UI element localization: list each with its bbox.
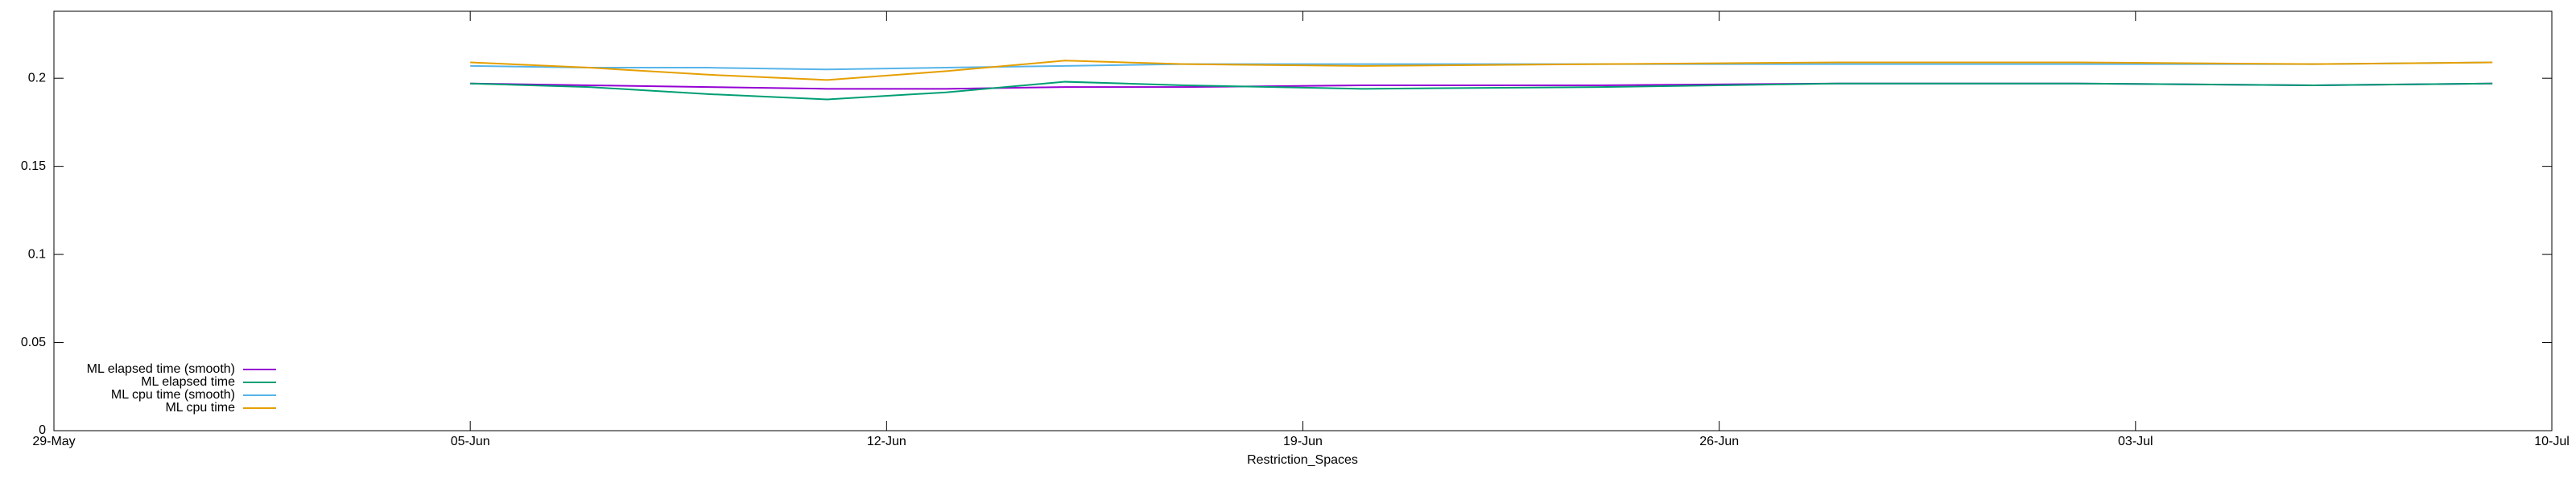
legend-label: ML cpu time: [165, 401, 235, 415]
legend-label: ML elapsed time (smooth): [87, 362, 235, 376]
x-tick-label: 29-May: [32, 435, 75, 448]
plot-border: [53, 10, 2553, 431]
x-tick-label: 05-Jun: [451, 435, 490, 448]
legend-label: ML cpu time (smooth): [111, 388, 235, 402]
y-tick-label: 0.2: [28, 71, 46, 85]
x-tick-label: 10-Jul: [2534, 435, 2570, 448]
y-tick-label: 0.1: [28, 247, 46, 261]
x-tick-label: 19-Jun: [1283, 435, 1323, 448]
x-axis-label: Restriction_Spaces: [1247, 453, 1358, 467]
series-line: [470, 80, 2493, 101]
series-line: [470, 60, 2493, 81]
x-tick-label: 03-Jul: [2118, 435, 2153, 448]
y-tick-label: 0.15: [21, 159, 46, 173]
x-tick-label: 26-Jun: [1699, 435, 1739, 448]
x-tick-label: 12-Jun: [867, 435, 906, 448]
y-tick-label: 0: [39, 423, 46, 437]
legend-label: ML elapsed time: [141, 375, 235, 389]
y-tick-label: 0.05: [21, 336, 46, 349]
